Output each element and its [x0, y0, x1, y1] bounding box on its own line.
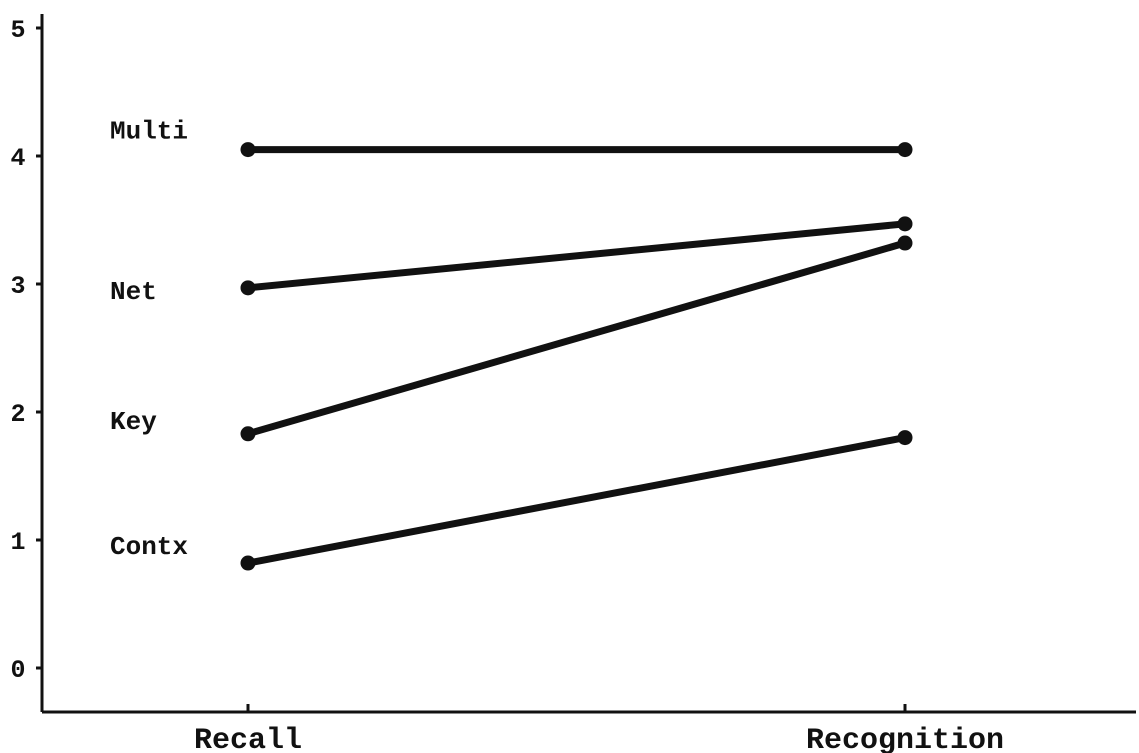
series-line — [244, 220, 909, 292]
y-tick-label: 0 — [10, 656, 25, 685]
series-line — [244, 434, 909, 567]
series-group: Multi Net Key Contx — [110, 117, 913, 571]
y-tick-label: 2 — [10, 400, 25, 429]
y-tick-label: 4 — [10, 144, 25, 173]
y-ticks: 0 1 2 3 4 5 — [10, 16, 42, 685]
data-point — [240, 142, 256, 158]
x-ticks: Recall Recognition — [194, 704, 1004, 753]
data-point — [240, 426, 256, 442]
data-point — [897, 235, 913, 251]
x-category-label: Recall — [194, 724, 302, 753]
data-point — [240, 280, 256, 296]
series-contx: Contx — [110, 430, 913, 571]
series-key: Key — [110, 235, 913, 442]
series-label: Contx — [110, 532, 188, 562]
data-point — [897, 430, 913, 446]
data-point — [897, 142, 913, 158]
data-point — [240, 555, 256, 571]
series-label: Multi — [110, 117, 188, 147]
y-tick-label: 1 — [10, 528, 25, 557]
series-net: Net — [110, 216, 913, 307]
x-category-label: Recognition — [806, 724, 1004, 753]
series-label: Key — [110, 407, 157, 437]
y-tick-label: 5 — [10, 16, 25, 45]
series-multi: Multi — [110, 117, 913, 158]
y-tick-label: 3 — [10, 272, 25, 301]
series-line — [244, 239, 909, 438]
series-label: Net — [110, 277, 157, 307]
data-point — [897, 216, 913, 232]
